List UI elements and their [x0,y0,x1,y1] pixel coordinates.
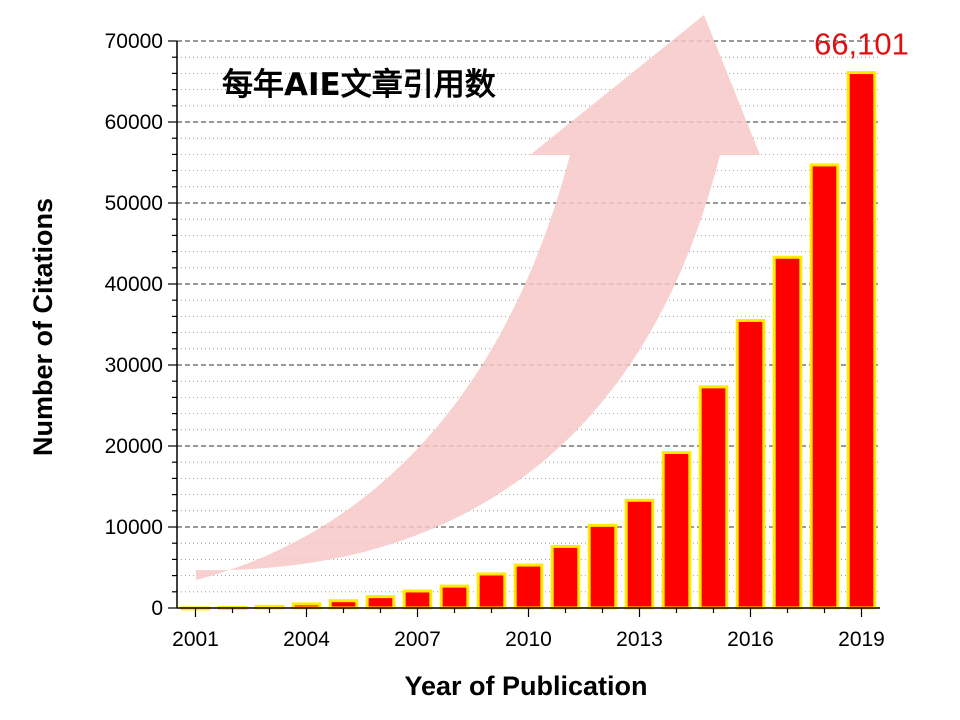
bar-2011 [550,544,581,610]
x-tick-label: 2004 [283,628,330,651]
bar-2010 [513,563,544,610]
y-tick-label: 10000 [105,516,163,539]
x-tick-label: 2019 [838,628,885,651]
y-tick-labels: 0 10000 20000 30000 40000 50000 60000 70000 [105,30,163,620]
bar-2007 [402,589,433,610]
bar-2005 [328,599,359,610]
x-axis-title: Year of Publication [404,671,647,701]
x-tick-labels: 2001 2004 2007 2010 2013 2016 2019 [172,628,885,651]
y-tick-label: 50000 [105,192,163,215]
x-tick-label: 2013 [616,628,663,651]
bar-2016 [735,318,766,610]
chart-title: 每年AIE文章引用数 [222,67,496,103]
y-tick-label: 20000 [105,435,163,458]
bar-2019 [846,71,877,610]
last-bar-value-label: 66,101 [814,27,909,62]
bar-2009 [476,572,507,610]
y-tick-label: 60000 [105,111,163,134]
bar-2014 [661,450,692,610]
y-axis-title: Number of Citations [28,198,58,456]
bar-2013 [624,498,655,610]
y-tick-label: 70000 [105,30,163,53]
bar-2017 [772,255,803,610]
bar-2006 [365,595,396,610]
x-tick-label: 2007 [394,628,441,651]
y-tick-label: 40000 [105,273,163,296]
y-tick-label: 0 [151,597,163,620]
x-tick-label: 2010 [505,628,552,651]
bar-2012 [587,523,618,610]
bar-2018 [809,163,840,610]
bar-2008 [439,584,470,610]
x-tick-label: 2001 [172,628,219,651]
x-tick-label: 2016 [727,628,774,651]
growth-arrow [196,15,760,580]
bar-2015 [698,385,729,610]
y-tick-label: 30000 [105,354,163,377]
axes [168,40,880,617]
